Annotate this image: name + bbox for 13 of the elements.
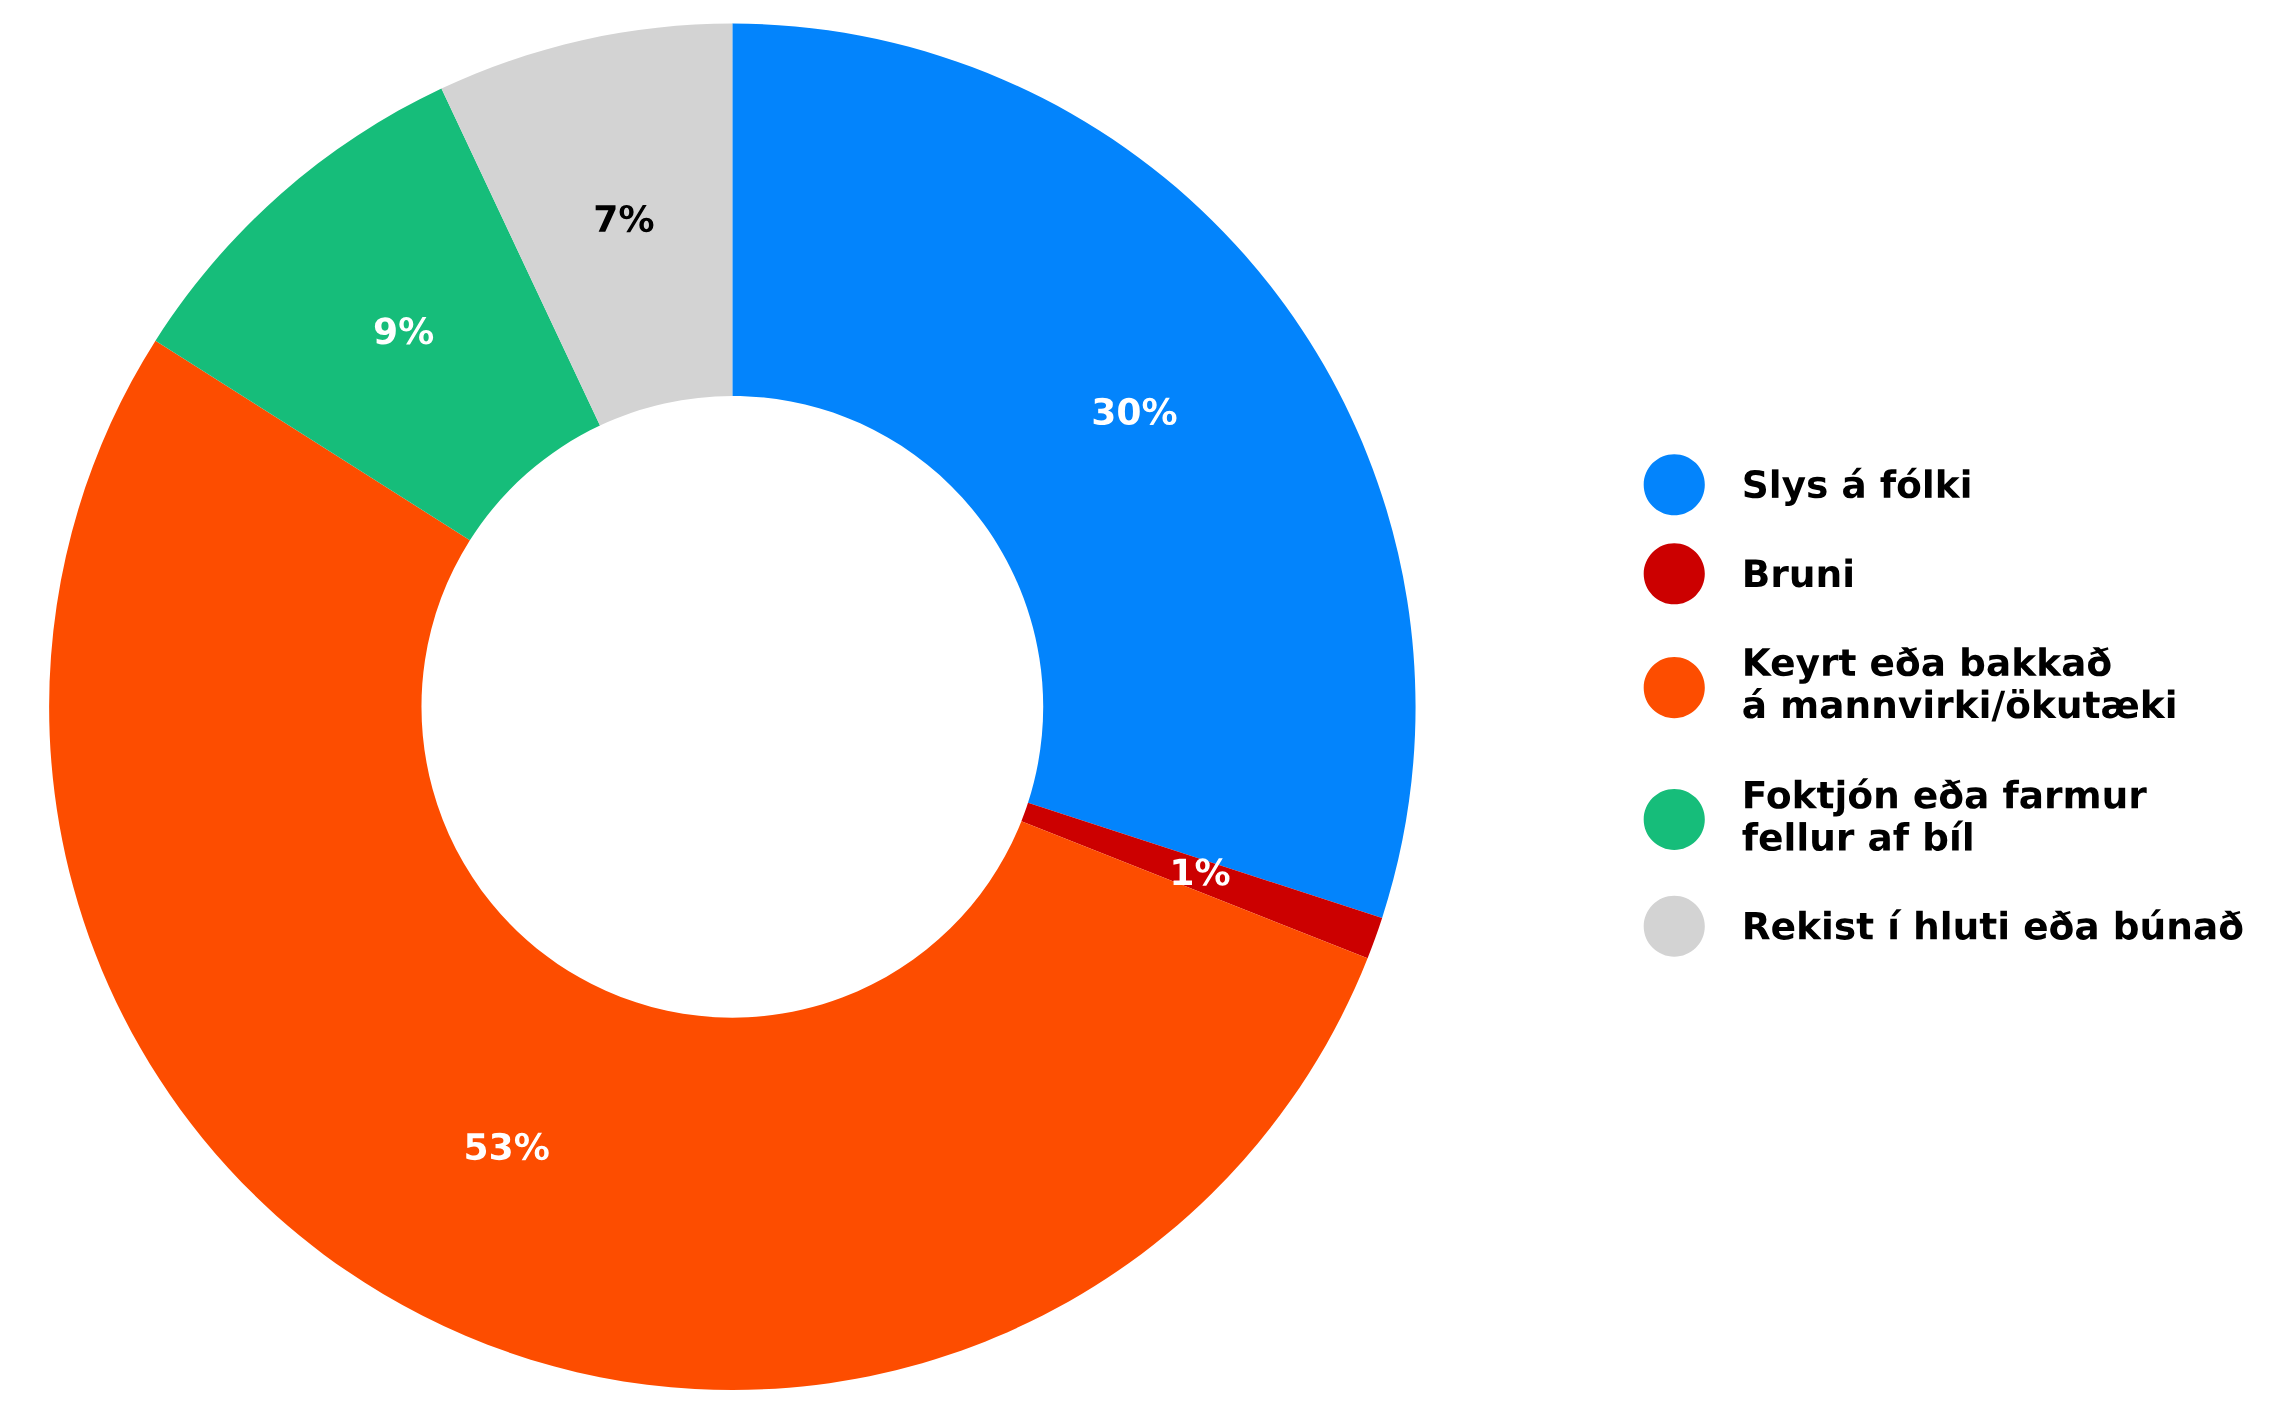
donut-slice	[732, 23, 1416, 918]
legend-label: Bruni	[1745, 558, 1852, 588]
legend-label: Rekist í hluti eða búnað	[1745, 909, 2243, 940]
donut-slice	[441, 23, 733, 426]
data-label: 7%	[595, 204, 654, 233]
donut-slice	[1021, 802, 1383, 959]
data-label: 30%	[1093, 397, 1177, 426]
legend-label: Keyrt eða bakkað á mannvirki/ökutæki	[1743, 647, 2175, 722]
data-label: 1%	[1173, 858, 1230, 886]
data-label: 53%	[466, 1132, 549, 1161]
legend-label: Foktjón eða farmur fellur af bíl	[1742, 778, 2147, 852]
legend-label: Slys á fólki	[1744, 467, 1970, 506]
data-label: 9%	[374, 317, 434, 345]
